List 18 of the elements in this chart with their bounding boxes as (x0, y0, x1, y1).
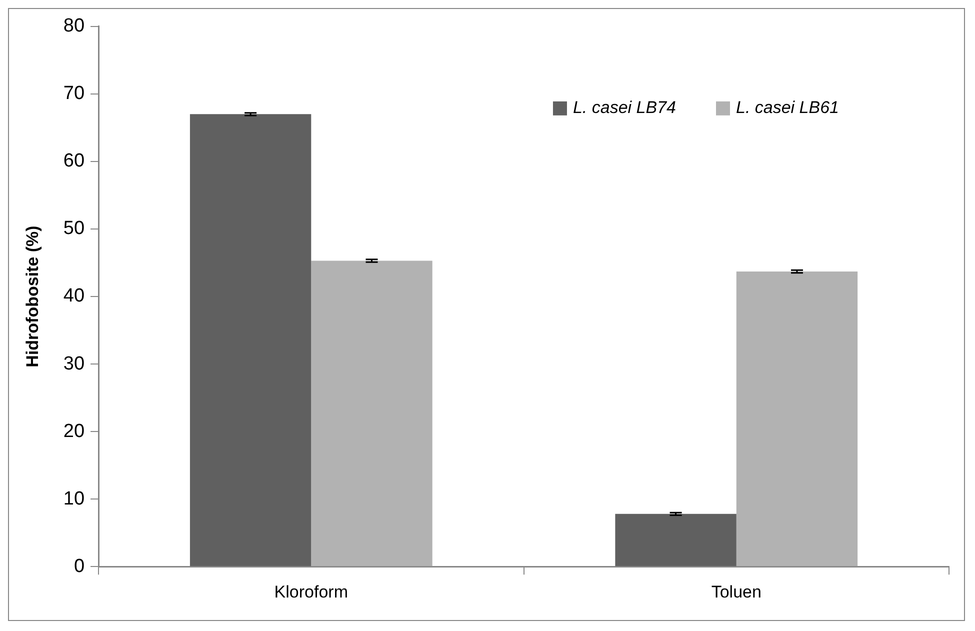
y-tick-label: 20 (63, 420, 85, 442)
bar (311, 260, 432, 566)
x-tick-label: Kloroform (274, 582, 348, 602)
y-tick-label: 0 (74, 556, 85, 577)
y-tick-label: 50 (63, 218, 85, 240)
y-tick-label: 80 (63, 16, 85, 37)
x-tick-label: Toluen (711, 582, 762, 602)
y-tick-label: 10 (63, 488, 85, 510)
bar (736, 272, 858, 566)
y-axis-title: Hidrofobosite (%) (22, 226, 42, 368)
y-tick-label: 60 (63, 150, 85, 172)
y-tick-label: 70 (63, 83, 85, 104)
y-tick-label: 40 (63, 286, 85, 307)
legend-label: L. casei LB74 (572, 98, 676, 118)
y-tick-label: 30 (63, 353, 85, 374)
bar (615, 514, 736, 566)
legend-label: L. casei LB61 (736, 98, 840, 118)
bar (190, 114, 312, 566)
